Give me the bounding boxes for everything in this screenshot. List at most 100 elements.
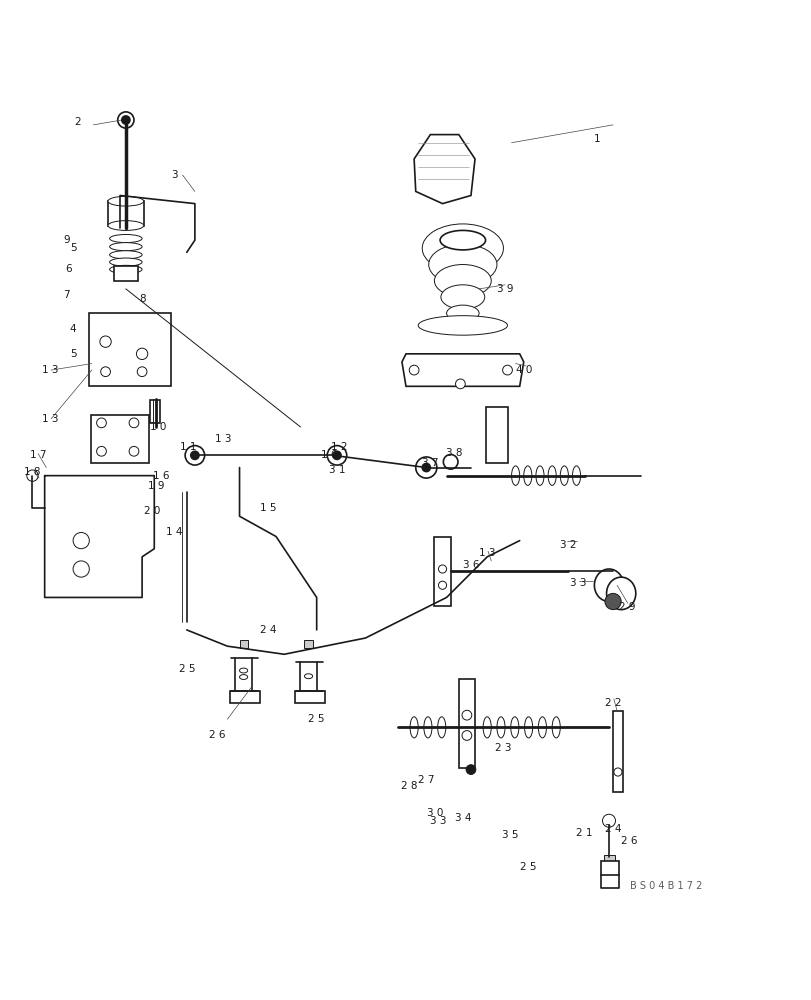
Text: 3 9: 3 9 [496,284,513,294]
Ellipse shape [524,717,532,738]
Circle shape [73,561,89,577]
Text: 7: 7 [63,290,70,300]
Circle shape [100,336,111,347]
Ellipse shape [410,717,418,738]
Circle shape [438,565,446,573]
Text: 1 4: 1 4 [166,527,182,537]
Bar [304,640,312,648]
Bar [600,861,618,875]
Circle shape [137,367,147,377]
Text: 1 2: 1 2 [331,442,347,452]
Ellipse shape [523,466,531,485]
Circle shape [27,470,38,481]
Text: 1 8: 1 8 [24,467,41,477]
Text: 3 7: 3 7 [422,458,438,468]
Circle shape [422,463,430,472]
Circle shape [461,710,471,720]
Ellipse shape [109,265,142,273]
Text: 3 3: 3 3 [430,816,446,826]
Bar [485,407,508,463]
Ellipse shape [434,265,491,297]
Ellipse shape [511,466,519,485]
Ellipse shape [604,593,620,610]
Text: 3: 3 [171,170,178,180]
Circle shape [409,365,418,375]
Text: 2 7: 2 7 [418,775,434,785]
Text: 3 8: 3 8 [446,448,462,458]
Text: 5: 5 [70,349,76,359]
Circle shape [191,451,199,459]
Circle shape [129,418,139,428]
Bar [89,313,170,386]
Circle shape [502,365,512,375]
Circle shape [122,116,130,124]
Circle shape [455,379,465,389]
Ellipse shape [109,234,142,243]
Text: 2 5: 2 5 [178,664,195,674]
Ellipse shape [551,717,560,738]
Text: 9: 9 [63,235,70,245]
Text: B S 0 4 B 1 7 2: B S 0 4 B 1 7 2 [629,881,702,891]
Circle shape [327,446,346,465]
Text: 2 6: 2 6 [620,836,637,846]
Text: 8: 8 [139,294,145,304]
Bar [612,711,622,792]
Text: 1 3: 1 3 [478,548,495,558]
Ellipse shape [239,675,247,679]
Circle shape [129,446,139,456]
Circle shape [333,451,341,459]
Bar [150,400,160,423]
Text: 2 9: 2 9 [618,602,634,612]
Ellipse shape [109,251,142,259]
Bar [91,415,149,463]
Circle shape [602,814,615,827]
Text: 1 1: 1 1 [180,442,196,452]
Text: 3 6: 3 6 [462,560,478,570]
Ellipse shape [428,244,496,285]
Text: 2 3: 2 3 [495,743,511,753]
Ellipse shape [443,455,457,469]
Ellipse shape [109,258,142,266]
Text: 1 5: 1 5 [260,503,276,513]
Bar [294,691,324,703]
Text: 2 4: 2 4 [604,824,620,834]
Text: 3 5: 3 5 [501,830,517,840]
Bar [108,201,144,226]
Bar [239,640,247,648]
Circle shape [73,532,89,549]
Ellipse shape [437,717,445,738]
Text: 2 1: 2 1 [576,828,592,838]
Text: 2 8: 2 8 [401,781,417,791]
Text: 1 7: 1 7 [30,450,46,460]
Text: 1 3: 1 3 [215,434,231,444]
Text: 5: 5 [70,243,76,253]
Text: 2 5: 2 5 [308,714,324,724]
Text: 6: 6 [66,264,72,274]
Text: 3 4: 3 4 [454,813,470,823]
Ellipse shape [446,305,478,321]
Ellipse shape [560,466,568,485]
Text: 3 0: 3 0 [427,808,443,818]
Ellipse shape [606,577,635,610]
Polygon shape [414,135,474,204]
Ellipse shape [423,717,431,738]
Bar [230,691,260,703]
Ellipse shape [510,717,518,738]
Text: 1 3: 1 3 [42,414,58,424]
Ellipse shape [440,230,485,250]
Text: 2 2: 2 2 [604,698,620,708]
Ellipse shape [109,243,142,251]
Text: 1 6: 1 6 [152,471,169,481]
Ellipse shape [496,717,504,738]
Text: 4 0: 4 0 [515,365,531,375]
Ellipse shape [440,285,484,309]
Ellipse shape [108,221,144,230]
Circle shape [613,768,621,776]
Text: 1 9: 1 9 [148,481,164,491]
Circle shape [136,348,148,360]
Text: 3 1: 3 1 [328,465,345,475]
Text: 1 3: 1 3 [42,365,58,375]
Ellipse shape [304,674,312,679]
Ellipse shape [538,717,546,738]
Circle shape [97,418,106,428]
